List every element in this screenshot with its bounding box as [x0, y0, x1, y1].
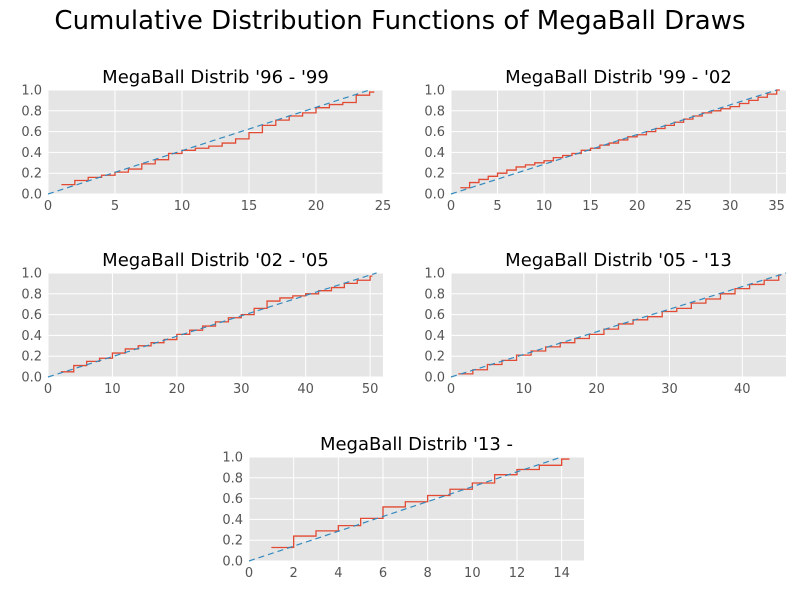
- x-tick-label: 20: [588, 382, 605, 397]
- x-tick-label: 30: [661, 382, 678, 397]
- x-tick-label: 6: [379, 566, 387, 581]
- y-tick-label: 0.2: [21, 350, 42, 365]
- y-tick-label: 0.2: [424, 350, 445, 365]
- y-tick-label: 0.0: [424, 371, 445, 386]
- x-tick-label: 8: [424, 566, 432, 581]
- y-tick-label: 0.2: [424, 167, 445, 182]
- panel-title: MegaBall Distrib '05 - '13: [505, 250, 732, 271]
- x-tick-label: 20: [308, 199, 325, 214]
- y-tick-label: 0.6: [21, 308, 42, 323]
- y-tick-label: 0.8: [222, 471, 243, 486]
- x-tick-label: 10: [104, 382, 121, 397]
- x-tick-label: 2: [290, 566, 298, 581]
- x-tick-label: 20: [169, 382, 186, 397]
- y-tick-label: 1.0: [222, 451, 243, 466]
- y-tick-label: 0.2: [21, 167, 42, 182]
- panel-title: MegaBall Distrib '02 - '05: [102, 250, 329, 271]
- x-tick-label: 0: [245, 566, 253, 581]
- x-tick-label: 4: [334, 566, 342, 581]
- uniform-reference-line: [450, 89, 777, 195]
- uniform-reference-line: [248, 456, 562, 562]
- y-tick-label: 0.6: [424, 125, 445, 140]
- x-tick-label: 0: [447, 199, 455, 214]
- y-tick-label: 0.0: [222, 555, 243, 570]
- panel-title: MegaBall Distrib '99 - '02: [505, 67, 732, 88]
- x-tick-label: 25: [375, 199, 392, 214]
- y-tick-label: 0.6: [222, 492, 243, 507]
- x-tick-label: 5: [111, 199, 119, 214]
- y-tick-label: 0.8: [424, 287, 445, 302]
- uniform-reference-line: [47, 89, 370, 195]
- y-tick-label: 0.8: [21, 104, 42, 119]
- x-tick-label: 20: [629, 199, 646, 214]
- y-tick-label: 0.0: [424, 188, 445, 203]
- y-tick-label: 0.4: [424, 146, 445, 161]
- y-tick-label: 0.6: [424, 308, 445, 323]
- y-tick-label: 0.2: [222, 534, 243, 549]
- empirical-cdf-step: [460, 89, 780, 189]
- y-tick-label: 0.8: [424, 104, 445, 119]
- plot-background: [249, 457, 584, 561]
- x-tick-label: 10: [536, 199, 553, 214]
- x-tick-label: 50: [362, 382, 379, 397]
- x-tick-label: 35: [768, 199, 785, 214]
- x-tick-label: 12: [509, 566, 526, 581]
- empirical-cdf-step: [271, 458, 570, 549]
- y-tick-label: 0.6: [21, 125, 42, 140]
- x-tick-label: 15: [241, 199, 258, 214]
- y-tick-label: 0.8: [21, 287, 42, 302]
- x-tick-label: 0: [44, 199, 52, 214]
- y-tick-label: 0.4: [424, 329, 445, 344]
- x-tick-label: 40: [734, 382, 751, 397]
- y-tick-label: 1.0: [424, 267, 445, 282]
- x-tick-label: 14: [553, 566, 570, 581]
- panel-title: MegaBall Distrib '96 - '99: [102, 67, 329, 88]
- y-tick-label: 0.0: [21, 188, 42, 203]
- uniform-reference-line: [47, 272, 377, 378]
- y-tick-label: 1.0: [21, 84, 42, 99]
- x-tick-label: 10: [464, 566, 481, 581]
- x-tick-label: 5: [493, 199, 501, 214]
- y-tick-label: 0.4: [21, 146, 42, 161]
- figure-title: Cumulative Distribution Functions of Meg…: [54, 6, 746, 36]
- panel-title: MegaBall Distrib '13 -: [320, 434, 513, 455]
- empirical-cdf-step: [458, 274, 782, 375]
- x-tick-label: 15: [582, 199, 599, 214]
- x-tick-label: 0: [447, 382, 455, 397]
- x-tick-label: 40: [297, 382, 314, 397]
- uniform-reference-line: [450, 272, 787, 378]
- y-tick-label: 1.0: [21, 267, 42, 282]
- x-tick-label: 10: [516, 382, 533, 397]
- x-tick-label: 30: [233, 382, 250, 397]
- y-tick-label: 0.0: [21, 371, 42, 386]
- y-tick-label: 0.4: [222, 513, 243, 528]
- y-tick-label: 0.4: [21, 329, 42, 344]
- x-tick-label: 0: [44, 382, 52, 397]
- x-tick-label: 30: [722, 199, 739, 214]
- y-tick-label: 1.0: [424, 84, 445, 99]
- x-tick-label: 10: [174, 199, 191, 214]
- x-tick-label: 25: [675, 199, 692, 214]
